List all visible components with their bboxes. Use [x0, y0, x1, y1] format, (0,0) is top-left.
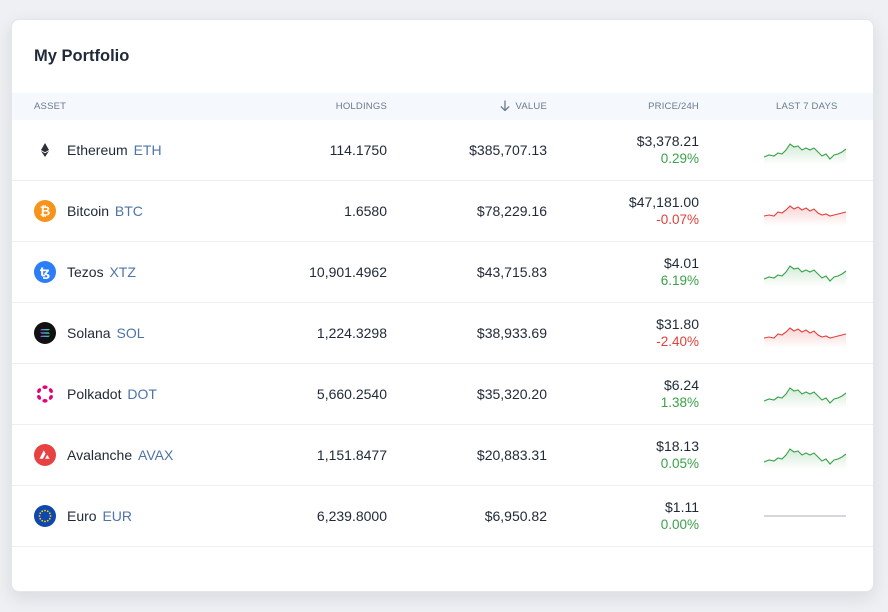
holdings-cell: 6,239.8000 — [316, 508, 387, 524]
table-row-sol[interactable]: Solana SOL 1,224.3298 $38,933.69 $31.80 … — [12, 303, 873, 364]
table-header: ASSET HOLDINGS VALUE PRICE/24H LAST 7 DA… — [12, 93, 873, 120]
polkadot-icon — [34, 383, 56, 405]
asset-name-cell: Polkadot DOT — [67, 386, 157, 402]
column-header-value[interactable]: VALUE — [500, 100, 547, 112]
column-header-last-7-days[interactable]: LAST 7 DAYS — [776, 101, 838, 112]
price-value: $1.11 — [665, 499, 699, 515]
table-row-xtz[interactable]: ꜩ Tezos XTZ 10,901.4962 $43,715.83 $4.01… — [12, 242, 873, 303]
sort-descending-icon — [500, 100, 509, 112]
bitcoin-icon: ₿ — [34, 200, 56, 222]
asset-symbol: XTZ — [109, 264, 136, 280]
asset-name-cell: Avalanche AVAX — [67, 447, 173, 463]
asset-name-cell: Tezos XTZ — [67, 264, 136, 280]
price-cell: $47,181.00 -0.07% — [629, 193, 699, 229]
holdings-cell: 114.1750 — [329, 142, 387, 158]
value-cell: $20,883.31 — [476, 447, 547, 463]
asset-name: Polkadot — [67, 386, 122, 402]
sparkline-chart — [763, 327, 847, 348]
euro-flag-icon — [34, 505, 56, 527]
ethereum-icon — [34, 139, 56, 161]
asset-name: Avalanche — [67, 447, 133, 463]
holdings-cell: 1,224.3298 — [316, 325, 387, 341]
sparkline-chart — [763, 387, 847, 409]
asset-name-cell: Ethereum ETH — [67, 142, 162, 158]
table-row-dot[interactable]: Polkadot DOT 5,660.2540 $35,320.20 $6.24… — [12, 364, 873, 425]
asset-symbol: EUR — [102, 508, 133, 524]
table-row-avax[interactable]: Avalanche AVAX 1,151.8477 $20,883.31 $18… — [12, 425, 873, 486]
avalanche-icon — [34, 444, 56, 466]
holdings-cell: 1.6580 — [344, 203, 387, 219]
tezos-icon: ꜩ — [34, 261, 56, 283]
price-cell: $1.11 0.00% — [661, 498, 699, 534]
sparkline-chart — [763, 448, 847, 470]
page-title: My Portfolio — [34, 47, 130, 65]
asset-name: Euro — [67, 508, 97, 524]
asset-name-cell: Bitcoin BTC — [67, 203, 143, 219]
price-cell: $4.01 6.19% — [661, 254, 699, 290]
svg-text:ꜩ: ꜩ — [40, 266, 50, 280]
column-header-price[interactable]: PRICE/24H — [648, 101, 699, 112]
asset-name: Solana — [67, 325, 111, 341]
value-cell: $385,707.13 — [469, 142, 547, 158]
sparkline-chart — [763, 265, 847, 287]
price-cell: $6.24 1.38% — [661, 376, 699, 412]
asset-table-body: Ethereum ETH 114.1750 $385,707.13 $3,378… — [12, 120, 873, 547]
price-cell: $18.13 0.05% — [656, 437, 699, 473]
price-value: $6.24 — [663, 377, 699, 393]
price-value: $31.80 — [656, 316, 699, 332]
holdings-cell: 10,901.4962 — [309, 264, 387, 280]
price-change: 6.19% — [660, 273, 699, 288]
svg-text:₿: ₿ — [40, 204, 51, 219]
price-change: 0.29% — [660, 151, 699, 166]
price-value: $4.01 — [663, 255, 699, 271]
table-row-eur[interactable]: Euro EUR 6,239.8000 $6,950.82 $1.11 0.00… — [12, 486, 873, 547]
price-change: -2.40% — [656, 334, 699, 349]
asset-symbol: AVAX — [138, 447, 174, 463]
table-row-eth[interactable]: Ethereum ETH 114.1750 $385,707.13 $3,378… — [12, 120, 873, 181]
price-cell: $31.80 -2.40% — [656, 315, 699, 351]
price-change: -0.07% — [656, 212, 699, 227]
price-value: $3,378.21 — [636, 133, 699, 149]
asset-name: Bitcoin — [67, 203, 110, 219]
value-cell: $43,715.83 — [476, 264, 547, 280]
value-cell: $6,950.82 — [484, 508, 547, 524]
asset-name: Ethereum — [67, 142, 128, 158]
value-cell: $35,320.20 — [476, 386, 547, 402]
sparkline-chart — [763, 205, 847, 226]
price-value: $18.13 — [656, 438, 699, 454]
asset-symbol: ETH — [133, 142, 162, 158]
holdings-cell: 5,660.2540 — [316, 386, 387, 402]
price-change: 0.05% — [660, 456, 699, 471]
price-change: 0.00% — [660, 517, 699, 532]
solana-icon — [34, 322, 56, 344]
column-header-asset[interactable]: ASSET — [34, 101, 67, 112]
table-row-btc[interactable]: ₿ Bitcoin BTC 1.6580 $78,229.16 $47,181.… — [12, 181, 873, 242]
holdings-cell: 1,151.8477 — [316, 447, 387, 463]
column-header-holdings[interactable]: HOLDINGS — [335, 101, 387, 112]
asset-symbol: BTC — [114, 203, 143, 219]
asset-symbol: DOT — [127, 386, 157, 402]
sparkline-chart — [763, 143, 847, 165]
asset-name: Tezos — [67, 264, 104, 280]
value-cell: $78,229.16 — [476, 203, 547, 219]
asset-name-cell: Euro EUR — [67, 508, 132, 524]
column-header-value-label: VALUE — [515, 101, 547, 112]
asset-symbol: SOL — [116, 325, 145, 341]
price-change: 1.38% — [660, 395, 699, 410]
portfolio-card: My Portfolio ASSET HOLDINGS VALUE PRICE/… — [11, 19, 874, 592]
value-cell: $38,933.69 — [476, 325, 547, 341]
price-value: $47,181.00 — [628, 194, 699, 210]
sparkline-chart — [764, 515, 846, 517]
asset-name-cell: Solana SOL — [67, 325, 145, 341]
price-cell: $3,378.21 0.29% — [637, 132, 699, 168]
